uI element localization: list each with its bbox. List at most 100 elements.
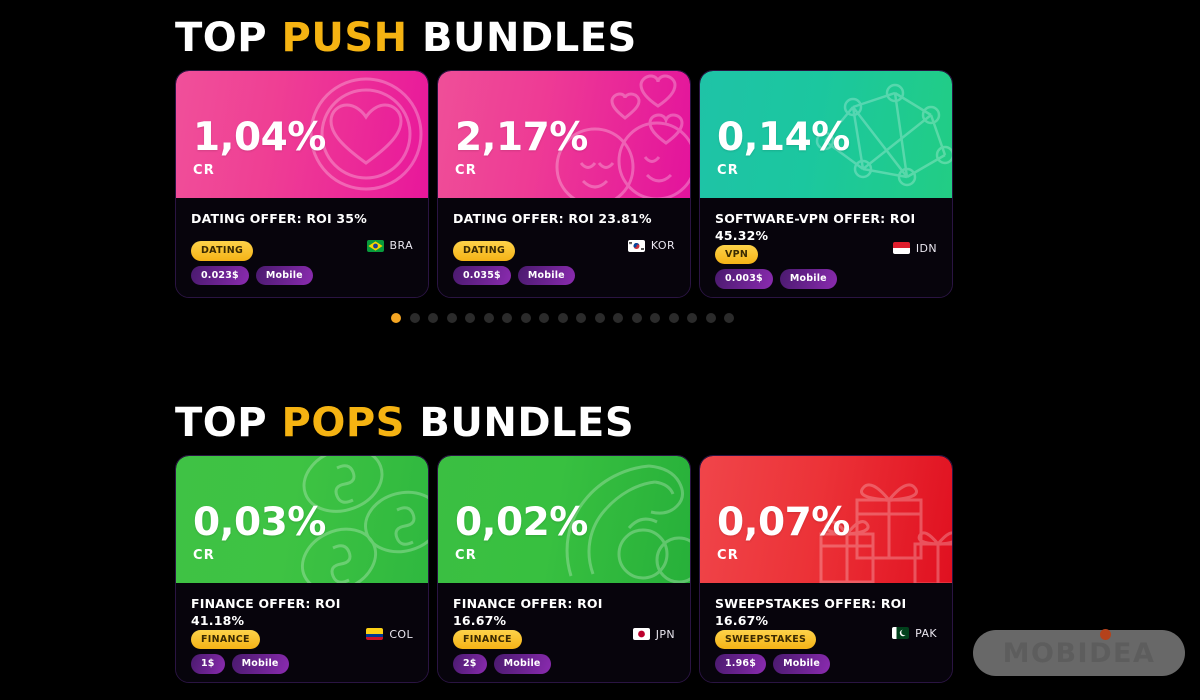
bundle-card[interactable]: 1,04% CR DATING OFFER: ROI 35% BRA DATIN… [175,70,429,298]
card-hero: 0,14% CR [700,71,952,198]
card-body: FINANCE OFFER: ROI 16.67% JPN FINANCE 2$… [438,583,690,682]
pagination-dot[interactable] [409,313,420,323]
card-tags: DATING 0.023$ Mobile [191,241,413,285]
platform-tag[interactable]: Mobile [773,654,830,674]
section-title-highlight: PUSH [281,15,408,61]
card-hero: 0,02% CR [438,456,690,583]
bundle-card[interactable]: 0,03% CR FINANCE OFFER: ROI 41.18% COL F… [175,455,429,683]
pagination-dot[interactable] [391,313,401,323]
pagination-dot[interactable] [428,313,438,323]
offer-title: FINANCE OFFER: ROI 41.18% [191,596,341,628]
cr-label: CR [717,548,739,563]
tag-row-meta: 0.003$ Mobile [715,269,837,289]
payout-tag[interactable]: 0.003$ [715,269,773,289]
country: JPN [632,627,675,641]
flag-indonesia-icon [892,242,910,255]
payout-tag[interactable]: 2$ [453,654,487,674]
card-hero-text: 0,02% CR [455,503,588,563]
pagination-dot[interactable] [705,313,716,323]
card-hero-text: 0,07% CR [717,503,850,563]
tag-row-category: SWEEPSTAKES [715,629,817,650]
category-tag[interactable]: DATING [453,241,516,261]
pagination-dot[interactable] [613,313,623,323]
card-row-push: 1,04% CR DATING OFFER: ROI 35% BRA DATIN… [175,70,953,298]
card-tags: FINANCE 1$ Mobile [191,629,413,674]
country: PAK [892,627,937,640]
flag-south-korea-icon [627,239,645,252]
cr-value: 0,02% [455,500,588,545]
pagination-dot[interactable] [483,313,494,323]
pagination-dot[interactable] [668,313,679,323]
cr-value: 1,04% [193,115,326,160]
tag-row-category: FINANCE [191,629,260,650]
card-hero-text: 0,14% CR [717,118,850,178]
card-tags: VPN 0.003$ Mobile [715,244,937,289]
category-tag[interactable]: SWEEPSTAKES [715,629,817,650]
bundle-card[interactable]: 0,02% CR FINANCE OFFER: ROI 16.67% JPN F… [437,455,691,683]
tag-row-meta: 1.96$ Mobile [715,654,830,674]
card-body: SWEEPSTAKES OFFER: ROI 16.67% PAK SWEEPS… [700,583,952,682]
country: COL [366,628,413,641]
mobidea-watermark: MOBIDEA [973,628,1185,676]
bundle-card[interactable]: 0,07% CR SWEEPSTAKES OFFER: ROI 16.67% P… [699,455,953,683]
flag-brazil-icon [366,239,384,252]
carousel-pagination[interactable] [175,313,950,323]
country-code: PAK [915,626,937,640]
pagination-dot[interactable] [502,313,512,323]
tag-row-meta: 1$ Mobile [191,654,289,674]
payout-tag[interactable]: 0.035$ [453,265,511,285]
pagination-dot[interactable] [539,313,549,323]
payout-tag[interactable]: 1.96$ [715,654,767,674]
category-tag[interactable]: FINANCE [191,629,260,650]
pagination-dot[interactable] [594,313,605,323]
section-title-highlight: POPS [281,400,405,446]
section-title-prefix: TOP [175,15,282,61]
platform-tag[interactable]: Mobile [517,265,575,285]
section-title-pops: TOP POPS BUNDLES [175,403,634,443]
cr-label: CR [455,548,477,563]
platform-tag[interactable]: Mobile [231,654,289,674]
pagination-dot[interactable] [650,313,660,323]
card-row-pops: 0,03% CR FINANCE OFFER: ROI 41.18% COL F… [175,455,953,683]
watermark-label: MOBIDEA [1003,628,1156,669]
platform-tag[interactable]: Mobile [779,269,837,289]
pagination-dot[interactable] [446,313,457,323]
section-title-push: TOP PUSH BUNDLES [175,18,637,58]
pagination-dot[interactable] [557,313,568,323]
category-tag[interactable]: VPN [715,244,759,265]
cr-value: 2,17% [455,115,588,160]
country-code: KOR [650,239,675,252]
platform-tag[interactable]: Mobile [493,654,551,674]
pagination-dot[interactable] [687,313,697,323]
country-code: BRA [389,239,413,252]
bundle-card[interactable]: 0,14% CR SOFTWARE-VPN OFFER: ROI 45.32% … [699,70,953,298]
pagination-dot[interactable] [631,313,642,323]
tag-row-meta: 2$ Mobile [453,654,551,674]
section-title-suffix: BUNDLES [404,400,635,446]
category-tag[interactable]: DATING [191,241,254,261]
pagination-dot[interactable] [465,313,475,323]
card-hero-text: 2,17% CR [455,118,588,178]
category-tag[interactable]: FINANCE [453,629,522,650]
country-code: IDN [915,241,937,255]
tag-row-category: FINANCE [453,629,522,650]
offer-title: DATING OFFER: ROI 35% [191,211,367,226]
cr-label: CR [193,548,215,563]
bundle-card[interactable]: 2,17% CR DATING OFFER: ROI 23.81% KOR DA… [437,70,691,298]
country-code: JPN [655,627,675,641]
pagination-dot[interactable] [520,313,531,323]
pagination-dot[interactable] [724,313,734,323]
flag-colombia-icon [366,628,384,641]
platform-tag[interactable]: Mobile [255,265,313,285]
offer-title: DATING OFFER: ROI 23.81% [453,211,652,226]
card-hero-text: 1,04% CR [193,118,326,178]
section-title-suffix: BUNDLES [407,15,637,61]
tag-row-category: VPN [715,244,759,265]
tag-row-category: DATING [191,241,254,261]
card-tags: FINANCE 2$ Mobile [453,629,675,674]
country: KOR [627,239,675,252]
payout-tag[interactable]: 0.023$ [191,265,249,285]
card-hero: 1,04% CR [176,71,428,198]
pagination-dot[interactable] [576,313,586,323]
payout-tag[interactable]: 1$ [191,654,225,674]
